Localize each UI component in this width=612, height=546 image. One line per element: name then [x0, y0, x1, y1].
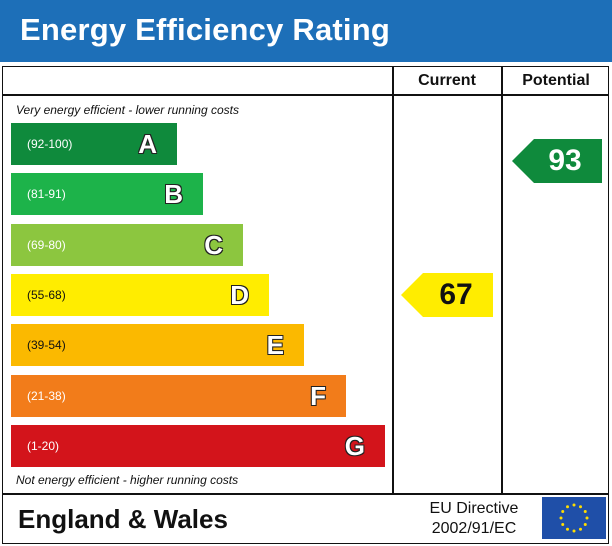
band-range-label: (81-91) — [27, 187, 66, 202]
top-note: Very energy efficient - lower running co… — [16, 103, 239, 117]
band-range-label: (21-38) — [27, 388, 66, 403]
band-letter: F — [310, 380, 326, 411]
rating-band-c: (69-80) C — [11, 223, 243, 266]
page-title: Energy Efficiency Rating — [20, 12, 391, 47]
flag-star — [566, 527, 569, 531]
flag-star — [566, 505, 569, 509]
flag-star — [585, 516, 589, 520]
band-letter: A — [138, 129, 157, 159]
band-letter: C — [204, 229, 223, 260]
rating-frame — [2, 66, 609, 544]
band-range-label: (69-80) — [27, 237, 66, 252]
flag-star — [559, 516, 563, 520]
potential-column-header: Potential — [522, 72, 590, 89]
header-divider — [2, 94, 609, 96]
region-label: England & Wales — [18, 504, 228, 534]
rating-band-a: (92-100) A — [11, 123, 177, 165]
rating-band-f: (21-38) F — [11, 374, 346, 417]
rating-band-d: (55-68) D — [11, 273, 269, 316]
flag-star — [583, 510, 587, 513]
current-arrow-shape — [401, 272, 493, 317]
band-range-label: (55-68) — [27, 287, 66, 302]
band-letter: B — [164, 179, 183, 210]
footer-divider — [2, 493, 609, 495]
divider-potential-left — [501, 66, 503, 494]
current-rating-value: 67 — [439, 277, 473, 311]
rating-band-e: (39-54) E — [11, 324, 304, 367]
flag-star — [572, 503, 576, 507]
potential-rating-value: 93 — [548, 144, 582, 177]
current-rating-arrow: 67 — [401, 272, 493, 317]
current-column-header: Current — [418, 72, 476, 89]
rating-band-g: (1-20) G — [11, 424, 385, 467]
divider-current-left — [392, 66, 394, 494]
flag-star — [579, 505, 582, 509]
flag-star — [561, 523, 565, 526]
band-letter: E — [266, 330, 284, 361]
band-range-label: (39-54) — [27, 338, 66, 353]
title-bar: Energy Efficiency Rating — [0, 0, 612, 62]
potential-rating-arrow: 93 — [512, 139, 602, 183]
directive-line-1: EU Directive — [429, 500, 519, 517]
flag-star — [579, 527, 582, 531]
eu-flag-icon — [542, 497, 606, 539]
flag-star — [572, 529, 576, 533]
flag-star — [583, 523, 587, 526]
band-letter: G — [344, 430, 365, 461]
flag-star — [561, 510, 565, 513]
band-letter: D — [230, 279, 249, 310]
rating-band-b: (81-91) B — [11, 173, 203, 216]
directive-line-2: 2002/91/EC — [431, 520, 517, 537]
potential-arrow-shape — [512, 139, 602, 183]
bottom-note: Not energy efficient - higher running co… — [16, 473, 239, 487]
band-range-label: (1-20) — [27, 438, 60, 453]
band-range-label: (92-100) — [27, 137, 73, 151]
